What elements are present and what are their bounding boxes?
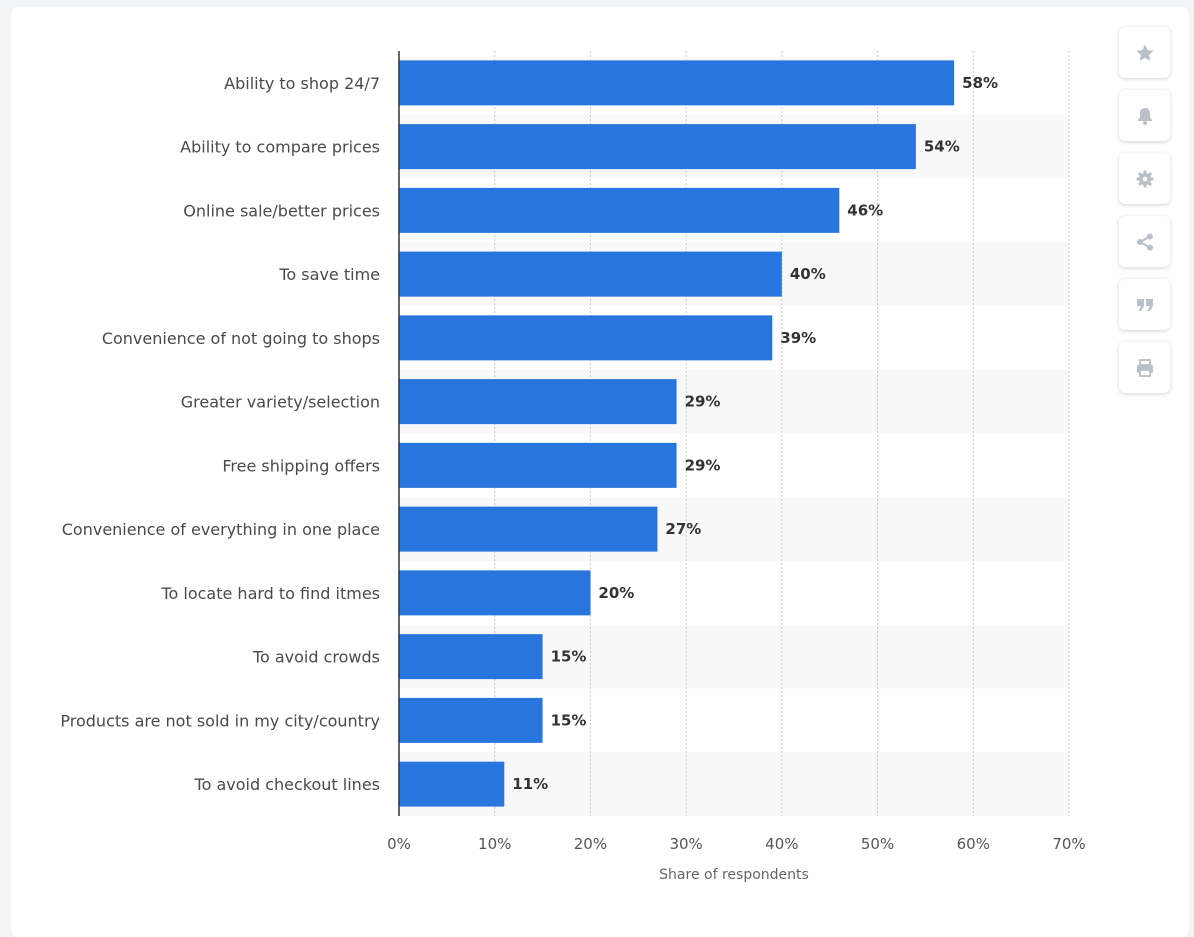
print-button[interactable] <box>1119 342 1170 393</box>
bell-icon <box>1137 107 1152 125</box>
row-stripe <box>399 752 1069 816</box>
x-tick-label: 50% <box>861 835 894 853</box>
x-tick-label: 20% <box>574 835 607 853</box>
star-icon <box>1135 44 1154 61</box>
category-label: To avoid crowds <box>252 648 380 667</box>
x-tick-label: 60% <box>957 835 990 853</box>
category-label: Ability to shop 24/7 <box>224 74 380 93</box>
share-button[interactable] <box>1119 216 1170 267</box>
x-tick-label: 30% <box>669 835 702 853</box>
value-label: 15% <box>551 648 587 666</box>
x-tick-label: 10% <box>478 835 511 853</box>
bars <box>399 60 955 807</box>
bar <box>399 697 543 743</box>
category-label: Convenience of not going to shops <box>102 329 380 348</box>
quote-icon <box>1136 298 1153 311</box>
bar <box>399 251 782 297</box>
category-label: To locate hard to find itmes <box>160 584 380 603</box>
favorite-button[interactable] <box>1119 27 1170 78</box>
bar <box>399 60 955 106</box>
printer-icon <box>1136 358 1153 377</box>
bar-chart: Ability to shop 24/7 Ability to compare p… <box>60 51 1086 883</box>
gear-icon <box>1136 170 1153 187</box>
value-label: 46% <box>847 201 883 219</box>
category-label: To avoid checkout lines <box>194 775 380 794</box>
bar <box>399 124 916 170</box>
x-axis-title: Share of respondents <box>659 867 809 883</box>
category-label: Convenience of everything in one place <box>62 520 380 539</box>
bar <box>399 634 543 680</box>
bar <box>399 761 505 807</box>
value-label: 54% <box>924 138 960 156</box>
category-label: Ability to compare prices <box>180 138 380 157</box>
bar <box>399 442 677 488</box>
x-tick-label: 40% <box>765 835 798 853</box>
category-label: Online sale/better prices <box>183 201 380 220</box>
value-label: 11% <box>512 775 548 793</box>
x-tick-label: 70% <box>1052 835 1085 853</box>
bar <box>399 506 658 552</box>
value-label: 40% <box>790 265 826 283</box>
value-label: 27% <box>665 520 701 538</box>
value-label: 20% <box>598 584 634 602</box>
value-label: 29% <box>685 393 721 411</box>
value-label: 15% <box>551 711 587 729</box>
bar <box>399 570 591 616</box>
cite-button[interactable] <box>1119 279 1170 330</box>
bar <box>399 187 840 233</box>
value-label: 29% <box>685 456 721 474</box>
notification-button[interactable] <box>1119 90 1170 141</box>
chart-card: Ability to shop 24/7 Ability to compare p… <box>11 7 1189 937</box>
bar <box>399 315 773 361</box>
x-tick-labels: 0% 10% 20% 30% 40% 50% 60% 70% <box>387 835 1086 853</box>
settings-button[interactable] <box>1119 153 1170 204</box>
category-label: To save time <box>278 265 380 284</box>
value-label: 58% <box>962 74 998 92</box>
chart-toolbar <box>1119 27 1170 405</box>
category-label: Free shipping offers <box>222 456 380 475</box>
share-icon <box>1136 233 1153 250</box>
category-label: Greater variety/selection <box>181 393 380 412</box>
value-labels: 58% 54% 46% 40% 39% 29% 29% 27% 20% 15% 15% 11% <box>512 74 998 793</box>
category-label: Products are not sold in my city/country <box>60 711 380 730</box>
gridlines <box>494 51 1070 816</box>
value-label: 39% <box>780 329 816 347</box>
category-labels: Ability to shop 24/7 Ability to compare p… <box>60 74 380 794</box>
x-tick-label: 0% <box>387 835 411 853</box>
bar <box>399 379 677 425</box>
